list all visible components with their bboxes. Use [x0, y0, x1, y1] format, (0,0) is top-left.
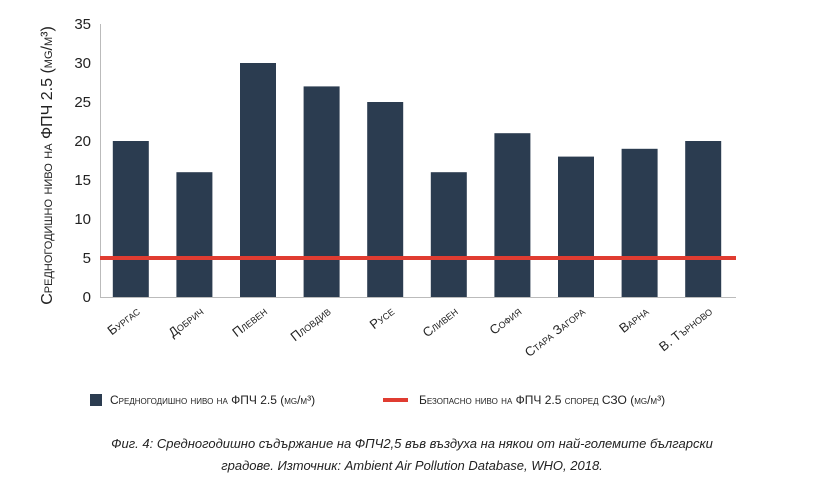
x-tick-label: В. Търново [656, 304, 715, 355]
bar [240, 63, 276, 297]
x-tick-label: Сливен [420, 304, 461, 341]
pm25-bar-chart: Средногодишно ниво на ФПЧ 2.5 (µg/m³) 0 5… [39, 16, 736, 407]
x-axis-labels: Бургас Добрич Плевен Пловдив Русе Сливен София… [104, 303, 715, 360]
y-tick-label: 30 [74, 55, 91, 72]
caption-line-1: Фиг. 4: Средногодишно съдържание на ФПЧ2… [111, 436, 713, 451]
bar [430, 172, 467, 297]
legend: Средногодишно ниво на ФПЧ 2.5 (µg/m³) Бе… [90, 393, 665, 407]
y-tick-label: 35 [74, 16, 91, 33]
x-tick-label: София [486, 304, 524, 338]
legend-swatch-bar [90, 394, 102, 406]
y-axis-title: Средногодишно ниво на ФПЧ 2.5 (µg/m³) [39, 26, 56, 305]
bar [558, 156, 594, 297]
y-axis-ticks: 0 5 10 15 20 25 30 35 [74, 16, 91, 306]
legend-label-bar: Средногодишно ниво на ФПЧ 2.5 (µg/m³) [110, 393, 315, 407]
y-tick-label: 5 [83, 250, 91, 267]
y-tick-label: 10 [74, 211, 91, 228]
y-tick-label: 15 [74, 172, 91, 189]
x-tick-label: Варна [616, 304, 651, 336]
y-tick-label: 0 [83, 289, 91, 306]
x-tick-label: Стара Загора [522, 304, 588, 360]
bar [621, 148, 658, 297]
bar [367, 102, 404, 297]
bar [112, 141, 149, 297]
x-tick-label: Плевен [229, 304, 270, 340]
bar [176, 172, 213, 297]
bar [685, 141, 722, 297]
bar [494, 133, 531, 297]
figure-caption: Фиг. 4: Средногодишно съдържание на ФПЧ2… [0, 433, 824, 477]
y-tick-label: 25 [74, 94, 91, 111]
y-tick-label: 20 [74, 133, 91, 150]
x-tick-label: Добрич [165, 304, 206, 341]
legend-label-line: Безопасно ниво на ФПЧ 2.5 според СЗО (µg… [419, 393, 665, 407]
x-tick-label: Бургас [104, 303, 143, 338]
x-tick-label: Русе [367, 304, 397, 332]
bar [303, 86, 340, 298]
x-tick-label: Пловдив [287, 304, 333, 345]
bars [112, 63, 722, 298]
caption-line-2: градове. Източник: Ambient Air Pollution… [221, 458, 603, 473]
